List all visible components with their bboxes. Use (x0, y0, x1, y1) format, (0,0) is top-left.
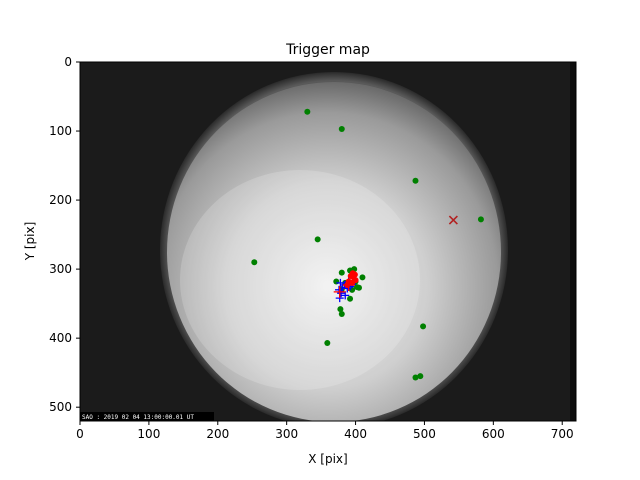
blue-plus-marker (336, 278, 345, 287)
x-tick-label: 300 (275, 427, 298, 441)
red-plus-marker (342, 278, 355, 291)
x-tick-label: 700 (551, 427, 574, 441)
plot-area: SAO : 2019 02 04 13:00:00.01 UT (80, 62, 576, 421)
image-right-border (570, 62, 576, 421)
red-dot-marker (352, 277, 359, 284)
green-dot-marker (417, 373, 424, 380)
x-tick-label: 100 (137, 427, 160, 441)
green-dot-marker (477, 216, 484, 223)
chart-title: Trigger map (285, 42, 370, 58)
x-tick-label: 400 (344, 427, 367, 441)
green-dot-marker (347, 295, 354, 302)
green-dot-marker (338, 310, 345, 317)
green-dot-marker (251, 259, 258, 266)
green-dot-marker (412, 374, 419, 381)
y-tick-label: 500 (49, 400, 72, 414)
x-tick-label: 200 (206, 427, 229, 441)
green-dot-marker (304, 108, 311, 115)
timestamp-strip (80, 412, 214, 421)
x-tick-label: 0 (76, 427, 84, 441)
sky-glare (180, 170, 420, 390)
blue-plus-marker (337, 289, 346, 298)
plot-frame (79, 61, 577, 422)
green-dot-marker (324, 339, 331, 346)
green-dot-marker (356, 284, 362, 291)
green-dot-marker (412, 177, 419, 184)
green-dot-marker (338, 125, 345, 132)
red-plus-marker (333, 285, 346, 298)
green-dot-marker (338, 269, 345, 276)
blue-plus-marker (341, 291, 350, 300)
image-timestamp: SAO : 2019 02 04 13:00:00.01 UT (82, 414, 194, 421)
green-dot-marker (314, 236, 321, 243)
markers-layer (251, 108, 484, 381)
green-dot-marker (359, 274, 366, 281)
y-tick-label: 0 (64, 55, 72, 69)
red-dot-marker (349, 270, 356, 277)
x-axis-label: X [pix] (308, 452, 347, 466)
y-tick-label: 200 (49, 193, 72, 207)
green-dot-marker (420, 323, 427, 330)
y-tick-label: 100 (49, 124, 72, 138)
x-tick-label: 500 (413, 427, 436, 441)
y-tick-label: 300 (49, 262, 72, 276)
green-dot-marker (337, 306, 344, 313)
red-x-marker (448, 215, 458, 225)
y-tick-label: 400 (49, 331, 72, 345)
axis-ticks: 0 100 200 300 400 500 600 700 0 100 200 300 400 500 (49, 55, 574, 441)
x-tick-label: 600 (482, 427, 505, 441)
sky-disc (167, 82, 501, 421)
y-axis-label: Y [pix] (23, 222, 37, 262)
green-dot-marker (333, 278, 340, 285)
